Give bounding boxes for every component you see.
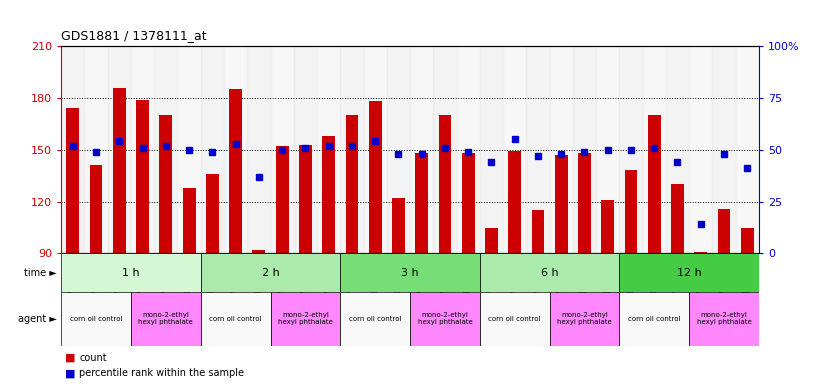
Bar [61,253,201,292]
Bar [159,115,172,253]
Text: corn oil control: corn oil control [628,316,681,322]
Bar [201,292,270,346]
Bar [619,46,642,253]
Bar [415,153,428,253]
Text: corn oil control: corn oil control [349,316,401,322]
Bar [596,46,619,253]
Bar [410,292,480,346]
Bar [131,292,201,346]
Bar [601,200,614,253]
Bar [201,46,224,253]
Bar [741,227,754,253]
Bar [578,153,591,253]
Bar [224,46,247,253]
Bar [201,253,340,292]
Text: mono-2-ethyl
hexyl phthalate: mono-2-ethyl hexyl phthalate [697,312,752,325]
Text: corn oil control: corn oil control [70,316,122,322]
Bar [177,46,201,253]
Bar [66,108,79,253]
Bar [619,253,759,292]
Bar [84,46,108,253]
Text: time ►: time ► [24,268,57,278]
Text: count: count [79,353,107,363]
Bar [485,227,498,253]
Bar [689,292,759,346]
Text: ■: ■ [65,353,79,363]
Bar [666,46,689,253]
Text: 1 h: 1 h [122,268,140,278]
Bar [462,153,475,253]
Bar [480,253,619,292]
Text: 3 h: 3 h [401,268,419,278]
Text: mono-2-ethyl
hexyl phthalate: mono-2-ethyl hexyl phthalate [418,312,472,325]
Bar [90,166,103,253]
Text: mono-2-ethyl
hexyl phthalate: mono-2-ethyl hexyl phthalate [557,312,612,325]
Bar [206,174,219,253]
Bar [456,46,480,253]
Bar [392,198,405,253]
Bar [480,46,503,253]
Text: percentile rank within the sample: percentile rank within the sample [79,368,244,378]
Bar [689,46,712,253]
Text: GDS1881 / 1378111_at: GDS1881 / 1378111_at [61,29,206,42]
Bar [61,292,131,346]
Bar [624,170,637,253]
Bar [480,292,549,346]
Bar [671,184,684,253]
Bar [410,46,433,253]
Bar [503,46,526,253]
Bar [108,46,131,253]
Bar [61,46,84,253]
Text: corn oil control: corn oil control [210,316,262,322]
Bar [247,46,270,253]
Text: corn oil control: corn oil control [489,316,541,322]
Bar [555,155,568,253]
Bar [317,46,340,253]
Bar [549,46,573,253]
Bar [735,46,759,253]
Bar [526,46,549,253]
Text: 2 h: 2 h [262,268,279,278]
Bar [508,152,521,253]
Bar [322,136,335,253]
Bar [694,252,707,253]
Bar [340,253,480,292]
Bar [717,209,730,253]
Bar [299,145,312,253]
Text: 6 h: 6 h [541,268,558,278]
Bar [648,115,661,253]
Bar [183,188,196,253]
Text: mono-2-ethyl
hexyl phthalate: mono-2-ethyl hexyl phthalate [278,312,333,325]
Bar [294,46,317,253]
Bar [531,210,544,253]
Text: mono-2-ethyl
hexyl phthalate: mono-2-ethyl hexyl phthalate [139,312,193,325]
Text: 12 h: 12 h [676,268,702,278]
Bar [619,292,689,346]
Bar [270,292,340,346]
Bar [340,46,363,253]
Bar [573,46,596,253]
Bar [270,46,294,253]
Bar [276,146,289,253]
Bar [433,46,456,253]
Bar [131,46,154,253]
Bar [549,292,619,346]
Bar [345,115,358,253]
Bar [369,101,382,253]
Bar [340,292,410,346]
Bar [113,88,126,253]
Bar [712,46,735,253]
Text: agent ►: agent ► [18,314,57,324]
Bar [252,250,265,253]
Bar [229,89,242,253]
Bar [387,46,410,253]
Text: ■: ■ [65,368,79,378]
Bar [438,115,451,253]
Bar [363,46,387,253]
Bar [154,46,177,253]
Bar [642,46,666,253]
Bar [136,100,149,253]
